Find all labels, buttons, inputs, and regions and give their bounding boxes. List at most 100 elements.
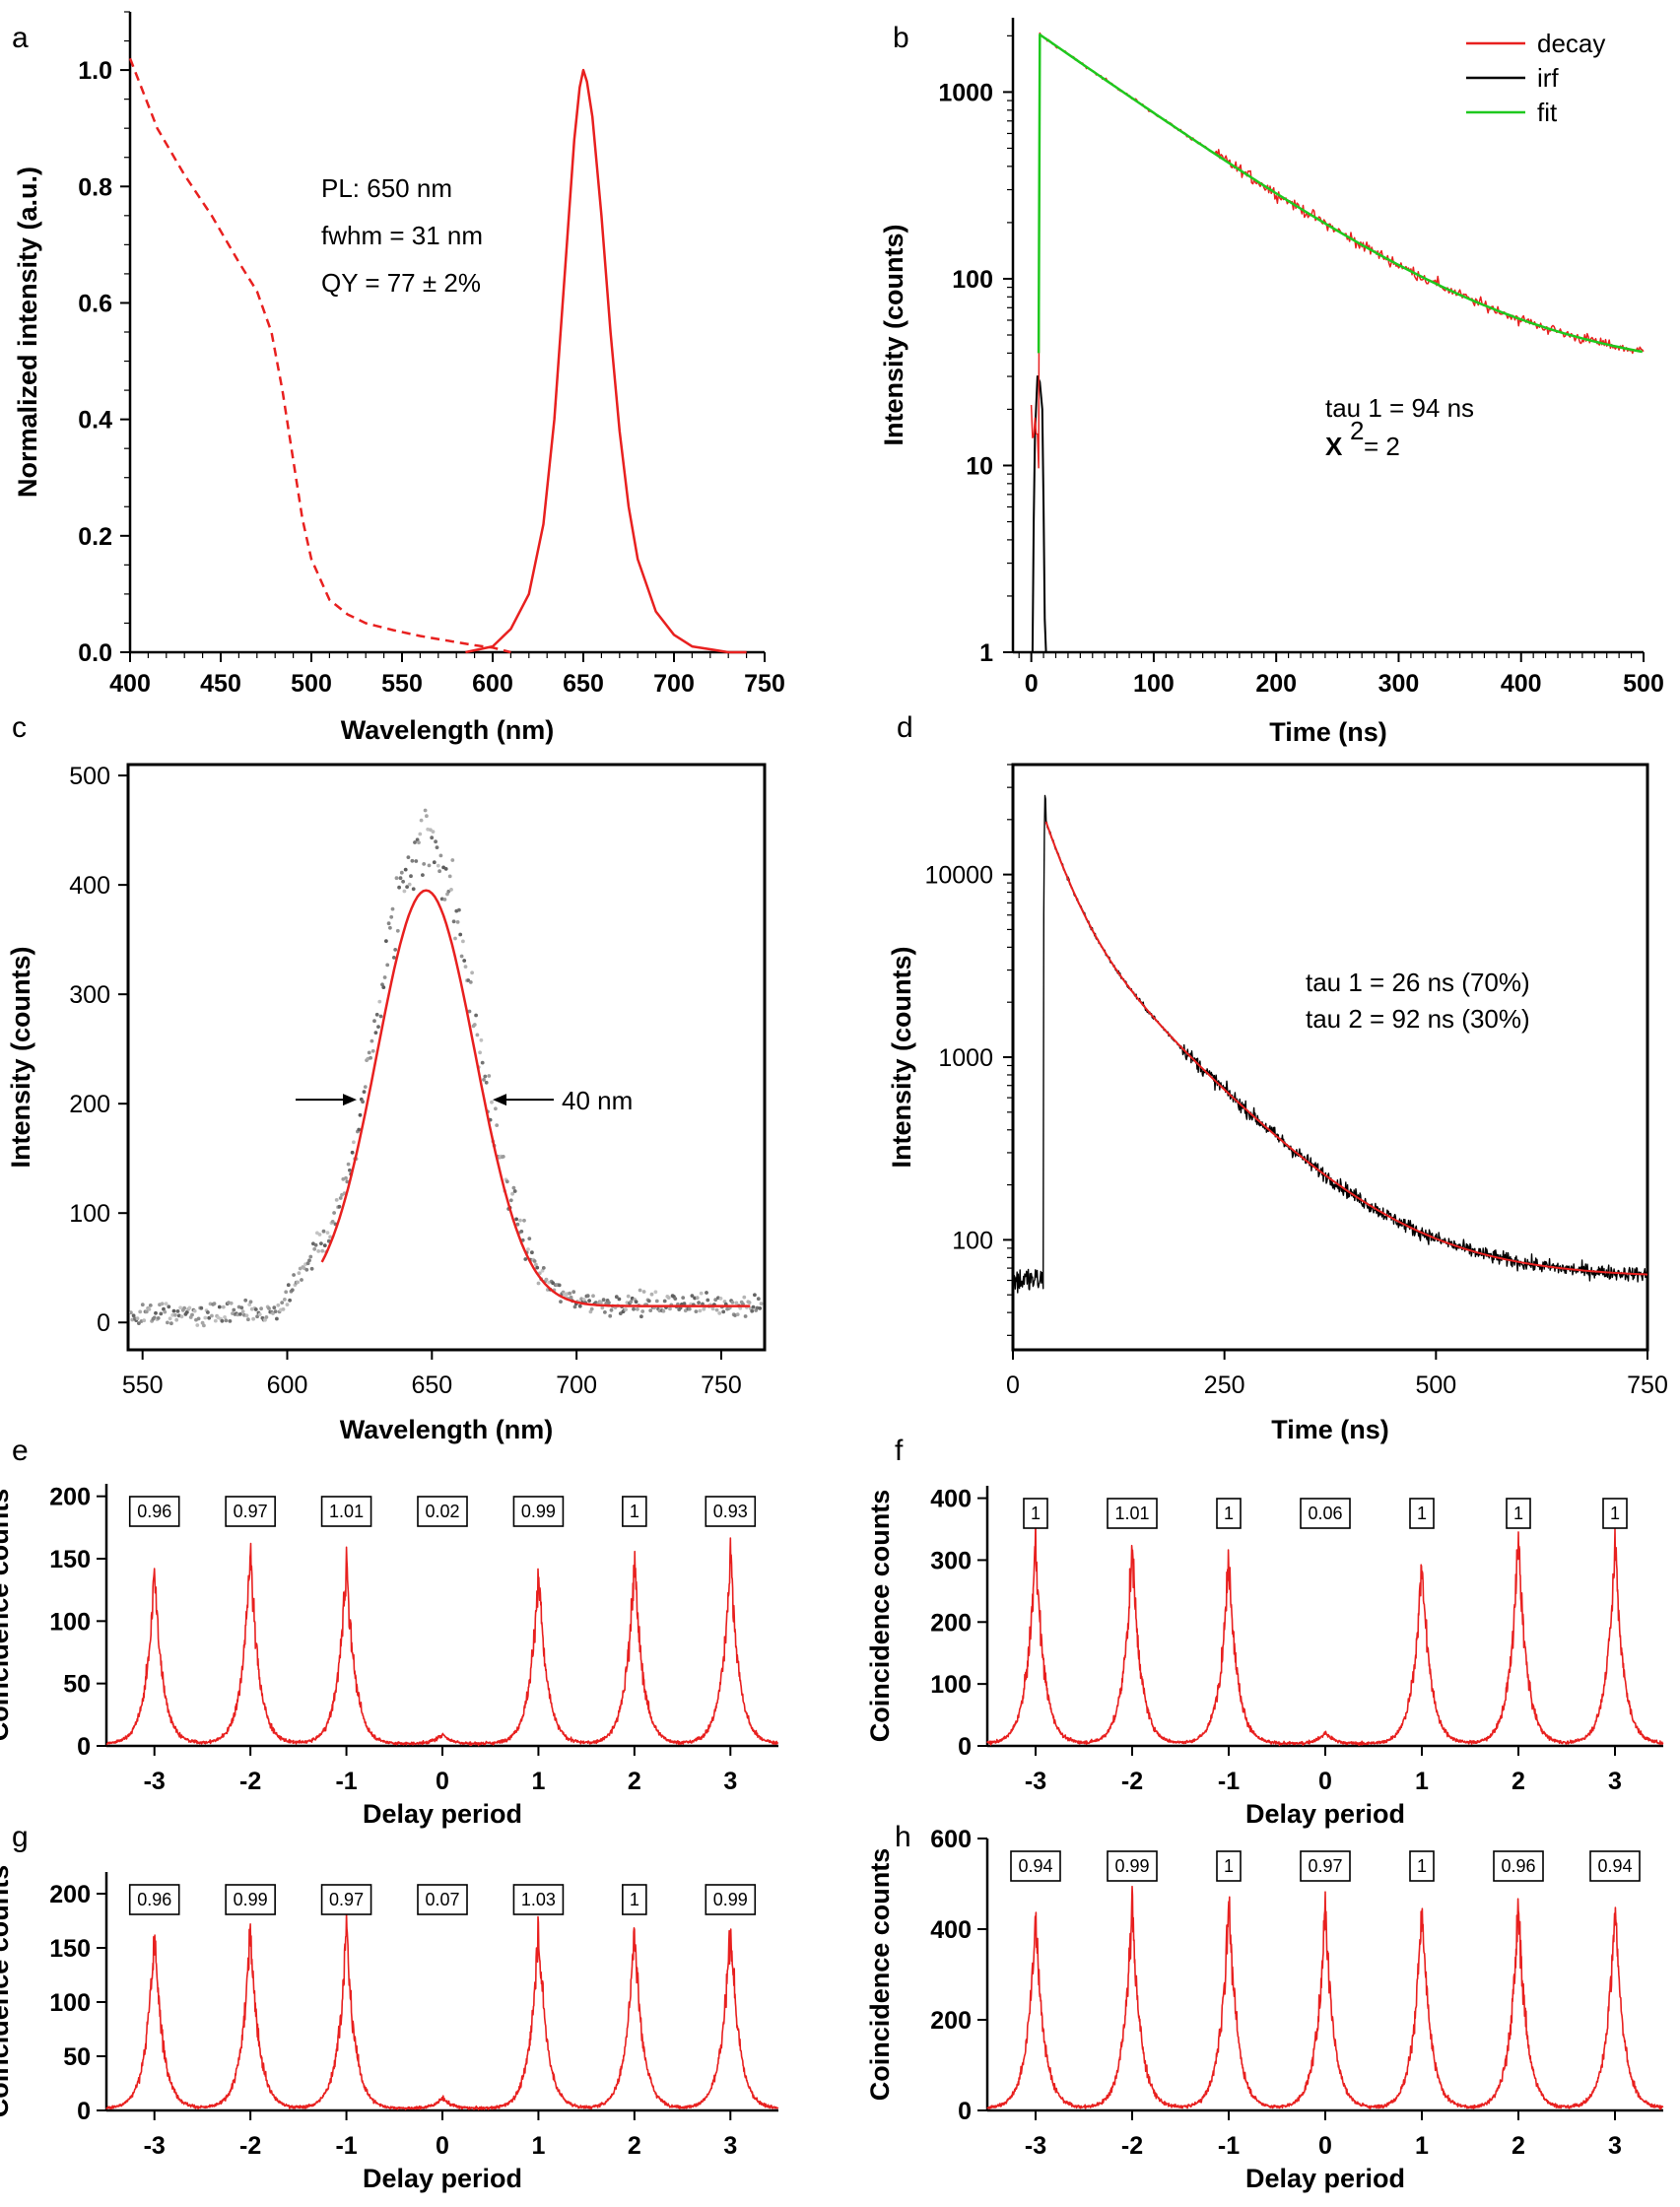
peak-ratio-label: 1 — [1224, 1856, 1234, 1876]
data-point — [248, 1300, 253, 1304]
data-point — [376, 1025, 380, 1029]
data-point — [618, 1311, 623, 1315]
peak-ratio-box — [417, 1496, 468, 1527]
data-point — [385, 963, 390, 968]
panel-label-d: d — [897, 711, 913, 744]
fit-curve — [1044, 821, 1648, 1276]
peak-ratio-box — [1409, 1498, 1435, 1529]
peak-ratio-label: 0.97 — [1308, 1856, 1342, 1876]
data-point — [169, 1321, 173, 1326]
data-point — [284, 1290, 289, 1295]
data-point — [467, 1009, 472, 1014]
x-tick-label: 450 — [200, 670, 241, 698]
data-point — [240, 1309, 245, 1314]
y-tick-label: 10 — [966, 452, 993, 480]
data-point — [572, 1304, 577, 1309]
data-point — [296, 1280, 300, 1285]
peak-ratio-box — [225, 1496, 276, 1527]
y-tick-label: 200 — [930, 2007, 972, 2035]
panel-label-h: h — [895, 1821, 911, 1853]
data-point — [474, 1013, 478, 1018]
data-point — [601, 1298, 606, 1303]
peak-ratio-box — [1602, 1498, 1628, 1529]
data-point — [466, 978, 471, 982]
annotation-text: QY = 77 ± 2% — [321, 268, 481, 298]
data-point — [316, 1249, 321, 1253]
fwhm-label: 40 nm — [562, 1086, 633, 1115]
data-point — [372, 1019, 376, 1024]
data-point — [297, 1271, 302, 1275]
data-point — [653, 1290, 658, 1295]
data-point — [514, 1217, 518, 1222]
peak-ratio-label: 1.03 — [521, 1890, 556, 1909]
data-point — [348, 1168, 352, 1172]
data-point — [487, 1074, 492, 1078]
peak-ratio-label: 0.94 — [1597, 1856, 1632, 1876]
data-point — [541, 1266, 546, 1270]
absorption-curve — [128, 57, 511, 654]
panel-label-b: b — [893, 22, 909, 54]
peak-ratio-label: 0.06 — [1308, 1504, 1342, 1523]
data-point — [140, 1303, 145, 1307]
data-point — [453, 936, 457, 941]
data-point — [370, 1048, 375, 1053]
data-point — [246, 1317, 250, 1322]
data-point — [479, 1037, 484, 1042]
data-point — [162, 1306, 166, 1311]
data-point — [207, 1315, 212, 1320]
y-axis-title: Coincidence counts — [0, 1865, 14, 2118]
data-point — [382, 975, 387, 979]
data-point — [221, 1304, 226, 1309]
data-point — [450, 858, 455, 862]
annotation-text: tau 2 = 92 ns (30%) — [1306, 1004, 1530, 1034]
data-point — [451, 919, 456, 924]
data-point — [551, 1281, 555, 1286]
y-tick-label: 50 — [63, 2043, 91, 2071]
data-point — [614, 1295, 619, 1300]
data-point — [751, 1304, 756, 1309]
fit-curve — [1037, 33, 1644, 354]
data-point — [457, 907, 461, 912]
data-point — [472, 1023, 477, 1027]
data-point — [694, 1309, 699, 1313]
data-point — [346, 1162, 351, 1167]
peak-ratio-box — [1589, 1850, 1641, 1882]
data-point — [390, 906, 395, 911]
data-point — [559, 1300, 563, 1304]
x-tick-label: 400 — [1501, 670, 1542, 698]
data-point — [544, 1277, 549, 1282]
data-point — [163, 1309, 168, 1314]
data-point — [308, 1254, 313, 1259]
data-point — [478, 1050, 482, 1055]
data-point — [405, 885, 409, 889]
x-tick-label: -2 — [239, 1768, 261, 1795]
data-point — [759, 1302, 764, 1305]
data-point — [639, 1314, 643, 1319]
data-point — [199, 1305, 204, 1310]
data-point — [430, 836, 435, 840]
x-tick-label: -3 — [1025, 1768, 1046, 1795]
histogram-trace — [986, 1885, 1664, 2110]
chi-exponent: 2 — [1350, 416, 1364, 445]
data-point — [458, 932, 463, 937]
panel-label-g: g — [12, 1821, 29, 1853]
peak-ratio-box — [1107, 1498, 1158, 1529]
data-point — [690, 1294, 695, 1298]
data-point — [280, 1301, 285, 1304]
data-point — [195, 1323, 200, 1327]
data-point — [626, 1294, 631, 1299]
data-point — [699, 1291, 704, 1296]
data-point — [475, 1033, 480, 1037]
data-point — [442, 898, 447, 902]
data-point — [706, 1298, 710, 1303]
annotation-text: fwhm = 31 nm — [321, 221, 483, 250]
data-point — [713, 1298, 718, 1303]
data-point — [288, 1298, 292, 1303]
data-point — [174, 1317, 179, 1322]
peak-ratio-label: 0.96 — [137, 1502, 171, 1521]
data-point — [251, 1316, 255, 1321]
data-point — [228, 1319, 233, 1323]
data-point — [409, 874, 413, 879]
data-point — [384, 939, 388, 943]
data-point — [173, 1312, 177, 1317]
